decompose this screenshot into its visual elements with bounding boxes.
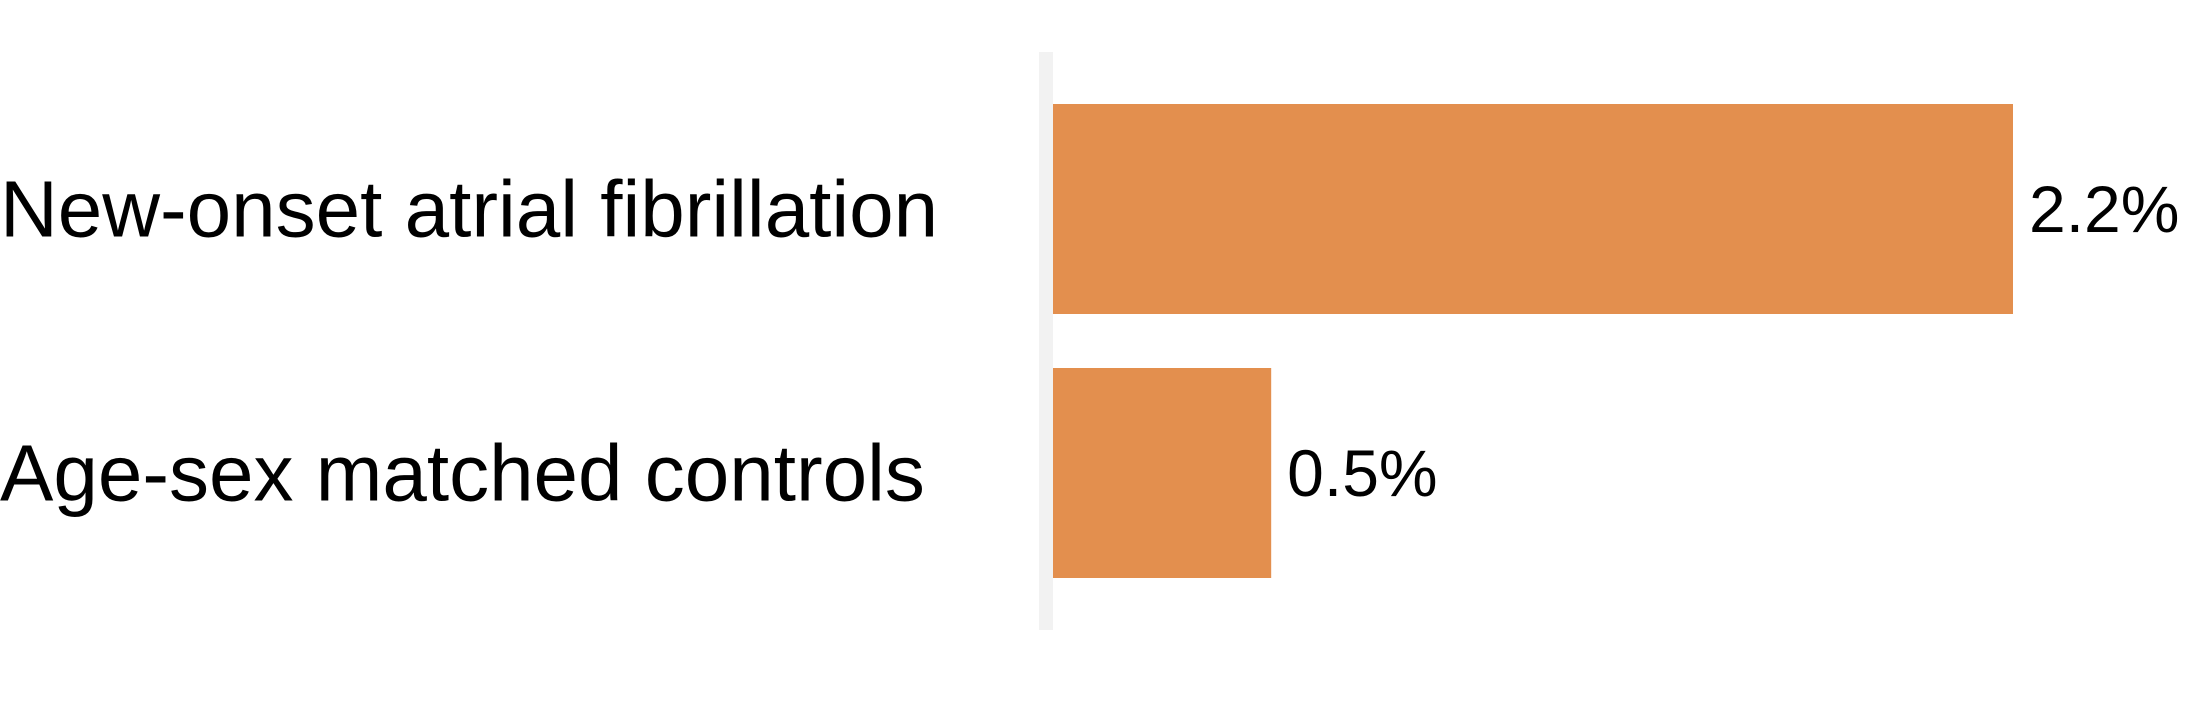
axis-baseline [1039, 52, 1053, 630]
data-label: 0.5% [1287, 436, 1437, 510]
bar [1053, 104, 2013, 314]
bars-layer [1053, 104, 2013, 578]
labels-layer: New-onset atrial fibrillation 2.2% Age-sex… [0, 165, 2179, 518]
bar [1053, 368, 1272, 578]
category-label: New-onset atrial fibrillation [0, 165, 938, 254]
category-label: Age-sex matched controls [0, 429, 925, 518]
data-label: 2.2% [2029, 172, 2179, 246]
